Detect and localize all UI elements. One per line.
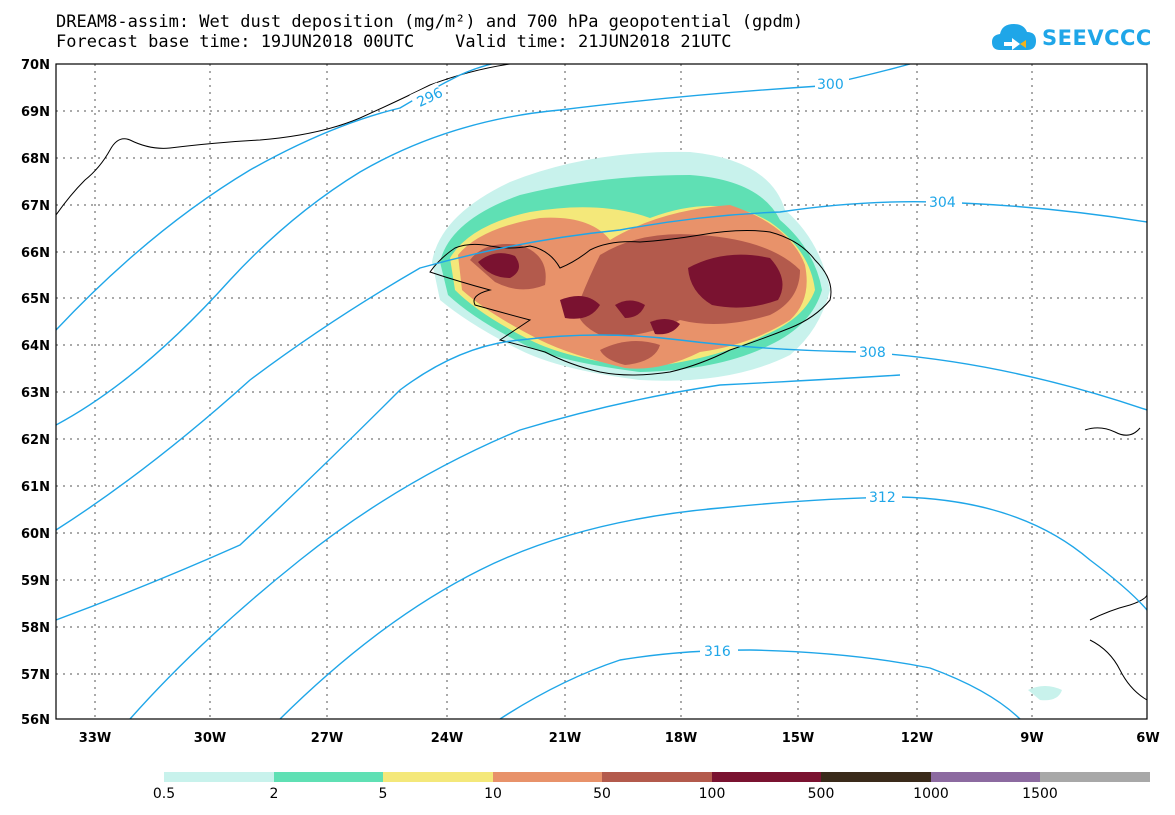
contour-label-304: 304 [929, 195, 956, 211]
colorbar-label: 2 [269, 786, 279, 802]
colorbar-label: 50 [593, 786, 611, 802]
lat-label: 62N [21, 433, 50, 448]
colorbar-label: 1500 [1022, 786, 1058, 802]
dust-field [432, 151, 1062, 701]
lon-label: 24W [431, 731, 463, 746]
contour-label-312: 312 [869, 490, 896, 506]
colorbar-swatch [274, 772, 383, 782]
colorbar-swatch [493, 772, 602, 782]
colorbar-swatch [821, 772, 931, 782]
lat-label: 63N [21, 386, 50, 401]
contour-label-300: 300 [817, 77, 844, 93]
coastlines [56, 64, 1147, 701]
colorbar-swatch [931, 772, 1040, 782]
lat-label: 57N [21, 668, 50, 683]
contour-label-308: 308 [859, 345, 886, 361]
geopotential-contours [56, 64, 1147, 719]
lat-label: 61N [21, 480, 50, 495]
lon-label: 9W [1020, 731, 1043, 746]
longitude-axis: 33W 30W 27W 24W 21W 18W 15W 12W 9W 6W [79, 731, 1160, 746]
lat-label: 58N [21, 621, 50, 636]
seevccc-logo: SEEVCCC [990, 20, 1151, 56]
lon-label: 27W [311, 731, 343, 746]
map-frame [55, 63, 1148, 720]
lat-label: 56N [21, 713, 50, 728]
colorbar-swatch [1040, 772, 1150, 782]
lon-label: 21W [549, 731, 581, 746]
lat-label: 68N [21, 152, 50, 167]
colorbar-label: 100 [698, 786, 726, 802]
lat-label: 69N [21, 105, 50, 120]
contour-label-316: 316 [704, 644, 731, 660]
contour-labels: 296 300 304 308 312 316 [409, 74, 962, 660]
lon-label: 12W [901, 731, 933, 746]
cloud-icon [992, 24, 1036, 50]
lat-label: 65N [21, 292, 50, 307]
lat-label: 64N [21, 339, 50, 354]
colorbar-label: 5 [378, 786, 388, 802]
colorbar-swatch [712, 772, 821, 782]
map-title: DREAM8-assim: Wet dust deposition (mg/m²… [56, 12, 804, 32]
lon-label: 33W [79, 731, 111, 746]
colorbar-label: 0.5 [152, 786, 176, 802]
forecast-times: Forecast base time: 19JUN2018 00UTC Vali… [56, 32, 732, 52]
colorbar-swatch [164, 772, 274, 782]
lat-label: 67N [21, 199, 50, 214]
colorbar-label: 500 [807, 786, 835, 802]
lat-label: 59N [21, 574, 50, 589]
colorbar-swatch [602, 772, 712, 782]
colorbar-swatch [383, 772, 493, 782]
lon-label: 15W [782, 731, 814, 746]
latitude-axis: 70N 69N 68N 67N 66N 65N 64N 63N 62N 61N … [21, 58, 50, 728]
colorbar-label: 1000 [913, 786, 949, 802]
lat-label: 60N [21, 527, 50, 542]
lat-label: 70N [21, 58, 50, 73]
lon-label: 6W [1136, 731, 1159, 746]
lat-label: 66N [21, 246, 50, 261]
lon-label: 18W [665, 731, 697, 746]
colorbar-label: 10 [484, 786, 502, 802]
logo-text: SEEVCCC [1042, 26, 1152, 50]
contour-label-296: 296 [414, 85, 445, 111]
lon-label: 30W [194, 731, 226, 746]
